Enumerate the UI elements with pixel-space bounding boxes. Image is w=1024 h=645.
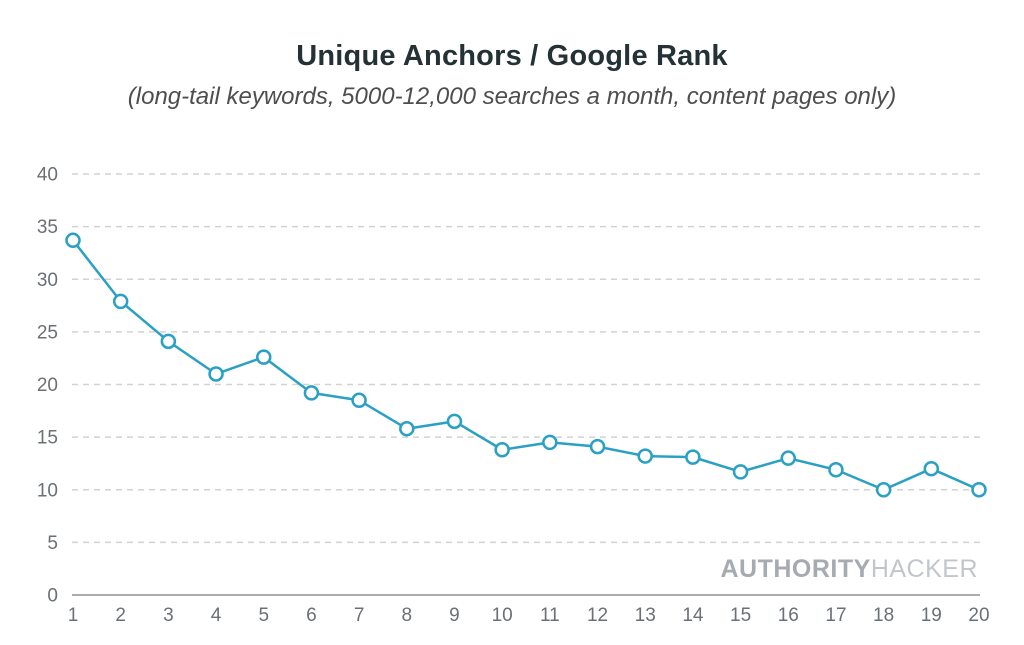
x-tick-label-13: 13 — [635, 605, 656, 626]
data-point-7 — [351, 392, 367, 409]
x-tick-label-1: 1 — [68, 605, 79, 626]
data-point-11 — [542, 434, 558, 451]
series-line — [71, 239, 981, 491]
x-tick-label-2: 2 — [115, 605, 126, 626]
data-point-2 — [112, 293, 129, 310]
data-point-16 — [780, 450, 797, 466]
data-point-9 — [446, 413, 463, 430]
y-tick-label-30: 30 — [37, 270, 58, 291]
x-tick-label-7: 7 — [354, 605, 365, 626]
y-tick-label-35: 35 — [37, 217, 58, 238]
data-point-4 — [208, 366, 224, 382]
x-tick-label-4: 4 — [211, 605, 222, 626]
x-tick-label-18: 18 — [873, 605, 894, 626]
x-tick-label-16: 16 — [778, 605, 799, 626]
x-tick-label-10: 10 — [492, 605, 513, 626]
brand-watermark: AUTHORITYHACKER — [720, 557, 978, 582]
data-point-20 — [971, 482, 987, 498]
data-point-8 — [399, 420, 415, 437]
x-tick-label-11: 11 — [540, 605, 560, 626]
data-point-13 — [637, 448, 653, 464]
data-point-14 — [685, 449, 701, 465]
data-point-3 — [160, 333, 177, 350]
data-point-15 — [732, 464, 749, 480]
y-tick-label-40: 40 — [37, 165, 58, 186]
x-tick-label-20: 20 — [968, 605, 989, 626]
data-point-19 — [923, 460, 940, 477]
data-point-10 — [494, 442, 510, 458]
x-tick-label-19: 19 — [921, 605, 942, 626]
x-tick-label-6: 6 — [306, 605, 317, 626]
y-tick-label-10: 10 — [37, 480, 58, 501]
data-point-1 — [65, 232, 81, 249]
y-tick-label-25: 25 — [37, 322, 58, 343]
data-point-6 — [303, 385, 320, 401]
x-tick-label-5: 5 — [258, 605, 269, 626]
y-tick-label-20: 20 — [37, 375, 58, 396]
y-tick-label-5: 5 — [47, 533, 58, 554]
brand-watermark-authority: AUTHORITY — [720, 555, 871, 583]
x-tick-label-8: 8 — [402, 605, 413, 626]
x-tick-label-14: 14 — [682, 605, 704, 626]
data-point-12 — [589, 438, 606, 455]
x-tick-label-9: 9 — [449, 605, 460, 626]
x-tick-label-12: 12 — [587, 605, 608, 626]
x-tick-label-15: 15 — [730, 605, 751, 626]
brand-watermark-hacker: HACKER — [870, 555, 978, 583]
y-tick-label-0: 0 — [47, 586, 58, 607]
data-point-5 — [255, 349, 272, 365]
x-tick-label-3: 3 — [163, 605, 174, 626]
chart-subtitle: (long-tail keywords, 5000-12,000 searche… — [127, 83, 897, 110]
chart-title: Unique Anchors / Google Rank — [296, 40, 728, 72]
data-point-18 — [875, 482, 892, 498]
x-tick-label-17: 17 — [825, 605, 846, 626]
data-point-17 — [828, 462, 844, 478]
y-tick-label-15: 15 — [37, 428, 58, 449]
